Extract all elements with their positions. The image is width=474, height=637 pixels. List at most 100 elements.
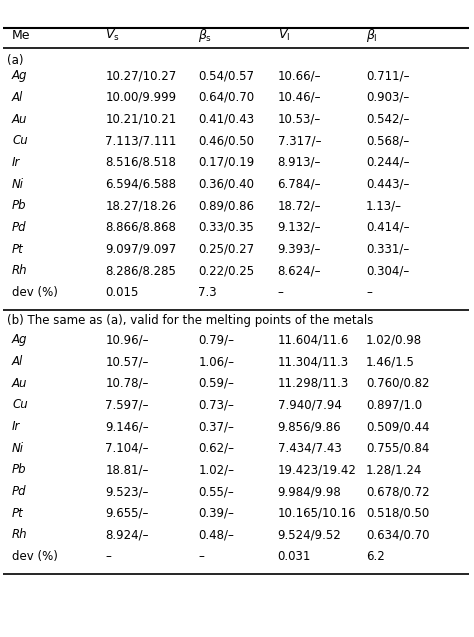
Text: 0.897/1.0: 0.897/1.0 [366, 398, 422, 412]
Text: 7.597/–: 7.597/– [105, 398, 149, 412]
Text: 9.856/9.86: 9.856/9.86 [278, 420, 341, 433]
Text: 0.015: 0.015 [105, 286, 138, 299]
Text: $V_{\mathrm{l}}$: $V_{\mathrm{l}}$ [278, 28, 290, 43]
Text: $\beta_{\mathrm{s}}$: $\beta_{\mathrm{s}}$ [199, 27, 212, 45]
Text: 9.984/9.98: 9.984/9.98 [278, 485, 341, 498]
Text: –: – [199, 550, 204, 563]
Text: 0.542/–: 0.542/– [366, 113, 410, 125]
Text: 6.594/6.588: 6.594/6.588 [105, 178, 176, 190]
Text: Pt: Pt [12, 243, 24, 255]
Text: Pb: Pb [12, 463, 27, 476]
Text: 0.244/–: 0.244/– [366, 156, 410, 169]
Text: Al: Al [12, 91, 23, 104]
Text: Al: Al [12, 355, 23, 368]
Text: 18.81/–: 18.81/– [105, 463, 149, 476]
Text: 8.866/8.868: 8.866/8.868 [105, 221, 176, 234]
Text: Ir: Ir [12, 156, 20, 169]
Text: 11.604/11.6: 11.604/11.6 [278, 333, 349, 347]
Text: 1.02/0.98: 1.02/0.98 [366, 333, 422, 347]
Text: 10.96/–: 10.96/– [105, 333, 149, 347]
Text: 0.17/0.19: 0.17/0.19 [199, 156, 255, 169]
Text: 10.46/–: 10.46/– [278, 91, 321, 104]
Text: Pd: Pd [12, 221, 27, 234]
Text: 18.27/18.26: 18.27/18.26 [105, 199, 176, 212]
Text: 9.097/9.097: 9.097/9.097 [105, 243, 176, 255]
Text: 10.21/10.21: 10.21/10.21 [105, 113, 176, 125]
Text: 0.903/–: 0.903/– [366, 91, 410, 104]
Text: –: – [105, 550, 111, 563]
Text: 0.59/–: 0.59/– [199, 376, 234, 390]
Text: 0.54/0.57: 0.54/0.57 [199, 69, 255, 82]
Text: 0.711/–: 0.711/– [366, 69, 410, 82]
Text: 8.624/–: 8.624/– [278, 264, 321, 277]
Text: 0.509/0.44: 0.509/0.44 [366, 420, 429, 433]
Text: Pt: Pt [12, 506, 24, 520]
Text: 9.523/–: 9.523/– [105, 485, 149, 498]
Text: Ir: Ir [12, 420, 20, 433]
Text: Pb: Pb [12, 199, 27, 212]
Text: 6.2: 6.2 [366, 550, 385, 563]
Text: 1.02/–: 1.02/– [199, 463, 234, 476]
Text: 0.48/–: 0.48/– [199, 528, 234, 541]
Text: Au: Au [12, 113, 27, 125]
Text: 0.031: 0.031 [278, 550, 311, 563]
Text: 0.25/0.27: 0.25/0.27 [199, 243, 255, 255]
Text: 0.46/0.50: 0.46/0.50 [199, 134, 255, 147]
Text: 0.22/0.25: 0.22/0.25 [199, 264, 255, 277]
Text: 10.00/9.999: 10.00/9.999 [105, 91, 176, 104]
Text: Cu: Cu [12, 398, 28, 412]
Text: 9.146/–: 9.146/– [105, 420, 149, 433]
Text: 19.423/19.42: 19.423/19.42 [278, 463, 356, 476]
Text: 0.55/–: 0.55/– [199, 485, 234, 498]
Text: (b) The same as (a), valid for the melting points of the metals: (b) The same as (a), valid for the melti… [8, 314, 374, 327]
Text: 0.39/–: 0.39/– [199, 506, 234, 520]
Text: Pd: Pd [12, 485, 27, 498]
Text: –: – [278, 286, 283, 299]
Text: 9.393/–: 9.393/– [278, 243, 321, 255]
Text: 0.37/–: 0.37/– [199, 420, 234, 433]
Text: 7.3: 7.3 [199, 286, 217, 299]
Text: 7.434/7.43: 7.434/7.43 [278, 441, 341, 455]
Text: 9.524/9.52: 9.524/9.52 [278, 528, 341, 541]
Text: 10.27/10.27: 10.27/10.27 [105, 69, 176, 82]
Text: 0.33/0.35: 0.33/0.35 [199, 221, 254, 234]
Text: 0.634/0.70: 0.634/0.70 [366, 528, 429, 541]
Text: 1.06/–: 1.06/– [199, 355, 234, 368]
Text: $V_{\mathrm{s}}$: $V_{\mathrm{s}}$ [105, 28, 120, 43]
Text: 10.66/–: 10.66/– [278, 69, 321, 82]
Text: 0.304/–: 0.304/– [366, 264, 410, 277]
Text: Ni: Ni [12, 178, 24, 190]
Text: Rh: Rh [12, 528, 27, 541]
Text: 11.304/11.3: 11.304/11.3 [278, 355, 349, 368]
Text: 7.317/–: 7.317/– [278, 134, 321, 147]
Text: –: – [366, 286, 372, 299]
Text: 0.568/–: 0.568/– [366, 134, 410, 147]
Text: 8.924/–: 8.924/– [105, 528, 149, 541]
Text: 0.760/0.82: 0.760/0.82 [366, 376, 429, 390]
Text: 6.784/–: 6.784/– [278, 178, 321, 190]
Text: 0.62/–: 0.62/– [199, 441, 234, 455]
Text: 7.104/–: 7.104/– [105, 441, 149, 455]
Text: 0.518/0.50: 0.518/0.50 [366, 506, 429, 520]
Text: 10.165/10.16: 10.165/10.16 [278, 506, 356, 520]
Text: 9.132/–: 9.132/– [278, 221, 321, 234]
Text: 0.678/0.72: 0.678/0.72 [366, 485, 430, 498]
Text: 8.913/–: 8.913/– [278, 156, 321, 169]
Text: (a): (a) [8, 54, 24, 67]
Text: Cu: Cu [12, 134, 28, 147]
Text: 7.113/7.111: 7.113/7.111 [105, 134, 177, 147]
Text: 8.286/8.285: 8.286/8.285 [105, 264, 176, 277]
Text: dev (%): dev (%) [12, 286, 58, 299]
Text: 1.13/–: 1.13/– [366, 199, 402, 212]
Text: 0.36/0.40: 0.36/0.40 [199, 178, 255, 190]
Text: 0.414/–: 0.414/– [366, 221, 410, 234]
Text: 0.331/–: 0.331/– [366, 243, 410, 255]
Text: 10.57/–: 10.57/– [105, 355, 149, 368]
Text: 9.655/–: 9.655/– [105, 506, 149, 520]
Text: Me: Me [12, 29, 31, 42]
Text: 1.28/1.24: 1.28/1.24 [366, 463, 422, 476]
Text: 0.89/0.86: 0.89/0.86 [199, 199, 255, 212]
Text: Ni: Ni [12, 441, 24, 455]
Text: 11.298/11.3: 11.298/11.3 [278, 376, 349, 390]
Text: 0.73/–: 0.73/– [199, 398, 234, 412]
